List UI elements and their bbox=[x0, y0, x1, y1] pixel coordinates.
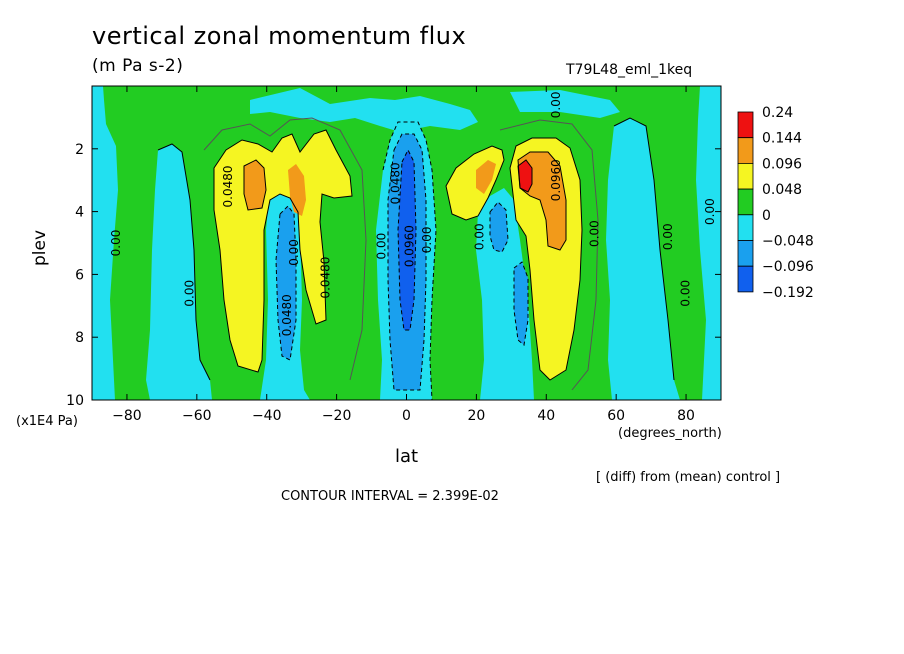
fill-orange-south bbox=[244, 160, 266, 210]
contour-label: 0.0960 bbox=[549, 159, 563, 201]
contour-label: 0.00 bbox=[703, 198, 717, 225]
contour-label: 0.0480 bbox=[319, 257, 333, 299]
diff-note: [ (diff) from (mean) control ] bbox=[596, 470, 781, 485]
contour-line-zero-north bbox=[613, 117, 675, 381]
x-tick-label: 80 bbox=[677, 408, 695, 424]
legend-swatch bbox=[737, 240, 754, 267]
x-tick-label: −20 bbox=[322, 408, 352, 424]
contour-line-equator-outer bbox=[382, 121, 437, 400]
legend-level-label: −0.096 bbox=[762, 259, 814, 275]
experiment-label: T79L48_eml_1keq bbox=[566, 62, 693, 78]
contour-label: 0.0480 bbox=[389, 162, 403, 204]
x-tick-label: −40 bbox=[252, 408, 282, 424]
x-tick-label: 40 bbox=[537, 408, 555, 424]
fill-cyan-far-north bbox=[696, 86, 721, 400]
fill-cyan-south-mid bbox=[146, 144, 212, 400]
x-tick-label: −60 bbox=[182, 408, 212, 424]
legend-level-label: 0.144 bbox=[762, 131, 802, 147]
legend-level-label: −0.048 bbox=[762, 234, 814, 250]
legend-swatch bbox=[737, 188, 754, 216]
x-tick-label: 0 bbox=[402, 408, 411, 424]
fill-blue-south bbox=[276, 206, 296, 360]
contour-line-orange-south bbox=[243, 159, 267, 211]
y-axis-ticks: 2 4 6 8 10 bbox=[66, 142, 721, 409]
contour-label: 0.00 bbox=[287, 239, 301, 266]
contour-line-north-trough-lower bbox=[513, 261, 529, 346]
fill-red-north bbox=[518, 160, 532, 192]
legend-swatch bbox=[737, 137, 754, 164]
x-axis-unit: (degrees_north) bbox=[618, 426, 722, 441]
legend-swatch bbox=[737, 265, 754, 293]
contour-label: 0.00 bbox=[375, 233, 389, 260]
x-tick-label: −80 bbox=[112, 408, 142, 424]
color-legend: 0.24 0.144 0.096 0.048 0 −0.048 −0.096 −0.192 bbox=[737, 105, 814, 301]
x-tick-label: 20 bbox=[467, 408, 485, 424]
contour-line-equator-core bbox=[397, 148, 417, 331]
y-tick-label: 4 bbox=[75, 205, 84, 221]
legend-level-label: −0.192 bbox=[762, 285, 814, 301]
contour-line-orange-north bbox=[517, 151, 567, 251]
legend-level-label: 0 bbox=[762, 208, 771, 224]
contour-fill bbox=[92, 86, 721, 400]
y-axis-unit: (x1E4 Pa) bbox=[16, 414, 78, 429]
y-tick-label: 6 bbox=[75, 267, 84, 283]
fill-cyan-top-right bbox=[510, 90, 620, 118]
fill-darkblue-equator bbox=[398, 150, 416, 330]
legend-swatch bbox=[737, 214, 754, 241]
contour-label: 0.00 bbox=[472, 223, 486, 250]
fill-cyan-north-mid bbox=[606, 118, 680, 400]
contour-label: 0.0960 bbox=[402, 225, 416, 267]
fill-cyan-top-center bbox=[250, 88, 478, 132]
contour-labels: 0.00 0.00 0.0480 0.0480 0.00 0.0480 0.00 0.0480… bbox=[109, 91, 717, 336]
contour-label: 0.00 bbox=[679, 280, 693, 307]
contour-line-red-north bbox=[517, 159, 533, 193]
fill-cyan-far-south bbox=[92, 86, 118, 400]
fill-blue-north-lower bbox=[514, 262, 528, 345]
contour-line-north-trough bbox=[489, 201, 509, 253]
chart-units: (m Pa s-2) bbox=[92, 56, 184, 76]
contour-label: 0.00 bbox=[109, 230, 123, 257]
legend-swatch bbox=[737, 111, 754, 139]
fill-orange-north-upper bbox=[476, 160, 496, 194]
contour-label: 0.0480 bbox=[280, 294, 294, 336]
legend-level-label: 0.096 bbox=[762, 156, 802, 172]
contour-line-yellow-south bbox=[213, 129, 353, 373]
x-axis-label: lat bbox=[395, 446, 419, 467]
contour-label: 0.00 bbox=[420, 227, 434, 254]
contour-label: 0.00 bbox=[182, 280, 196, 307]
contour-label: 0.00 bbox=[588, 220, 602, 247]
contour-line-yellow-north-upper bbox=[445, 145, 505, 221]
x-axis-ticks: −80 −60 −40 −20 0 20 40 60 80 bbox=[112, 86, 695, 424]
fill-blue-north bbox=[490, 202, 508, 252]
contour-line-south-trough bbox=[275, 205, 297, 361]
y-tick-label: 10 bbox=[66, 393, 84, 409]
contour-line-zero-south bbox=[157, 143, 211, 381]
contour-line-yellow-north bbox=[509, 137, 583, 381]
contour-label: 0.00 bbox=[549, 91, 563, 118]
x-tick-label: 60 bbox=[607, 408, 625, 424]
fill-cyan-north-trough bbox=[476, 188, 534, 400]
chart-title: vertical zonal momentum flux bbox=[92, 22, 467, 50]
legend-level-label: 0.24 bbox=[762, 105, 793, 121]
contour-label: 0.0480 bbox=[221, 165, 235, 207]
legend-swatch bbox=[737, 162, 754, 190]
contour-line-equator-inner bbox=[387, 133, 427, 391]
contour-interval: CONTOUR INTERVAL = 2.399E-02 bbox=[281, 489, 499, 504]
contour-lines bbox=[157, 117, 675, 400]
legend-level-label: 0.048 bbox=[762, 182, 802, 198]
contour-line-north-outer bbox=[499, 119, 599, 391]
contour-line-south-outer bbox=[203, 117, 367, 381]
y-tick-label: 8 bbox=[75, 330, 84, 346]
y-tick-label: 2 bbox=[75, 142, 84, 158]
contour-label: 0.00 bbox=[661, 223, 675, 250]
